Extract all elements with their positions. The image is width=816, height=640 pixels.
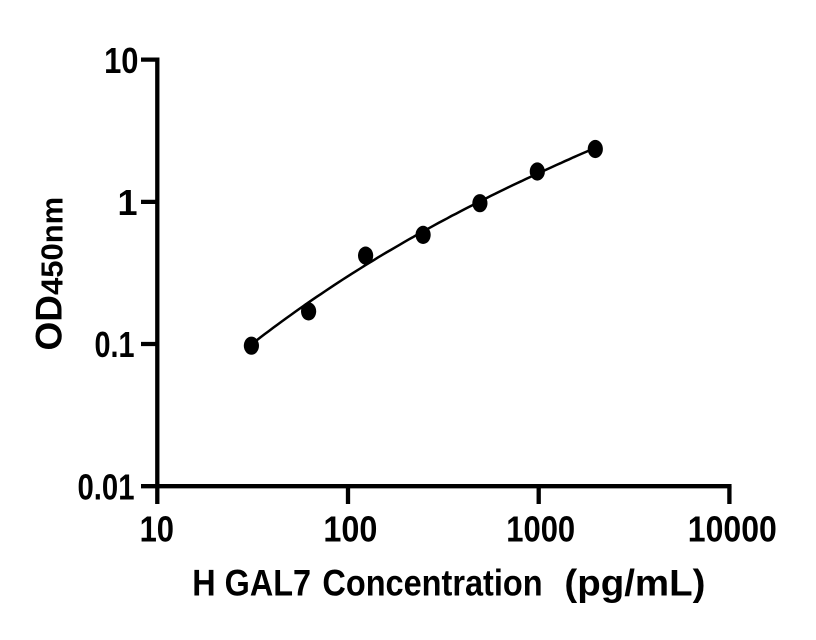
svg-text:(pg/mL): (pg/mL)	[564, 562, 705, 603]
svg-text:10: 10	[140, 509, 174, 550]
svg-text:OD450nm: OD450nm	[29, 197, 70, 351]
svg-text:10: 10	[104, 40, 138, 81]
svg-text:Concentration: Concentration	[322, 562, 542, 603]
svg-text:0.01: 0.01	[78, 466, 135, 507]
svg-text:1: 1	[117, 182, 137, 223]
svg-text:100: 100	[323, 509, 377, 550]
svg-text:H GAL7: H GAL7	[192, 562, 311, 603]
svg-text:10000: 10000	[688, 509, 777, 550]
svg-text:0.1: 0.1	[95, 324, 135, 365]
svg-text:1000: 1000	[506, 509, 575, 550]
